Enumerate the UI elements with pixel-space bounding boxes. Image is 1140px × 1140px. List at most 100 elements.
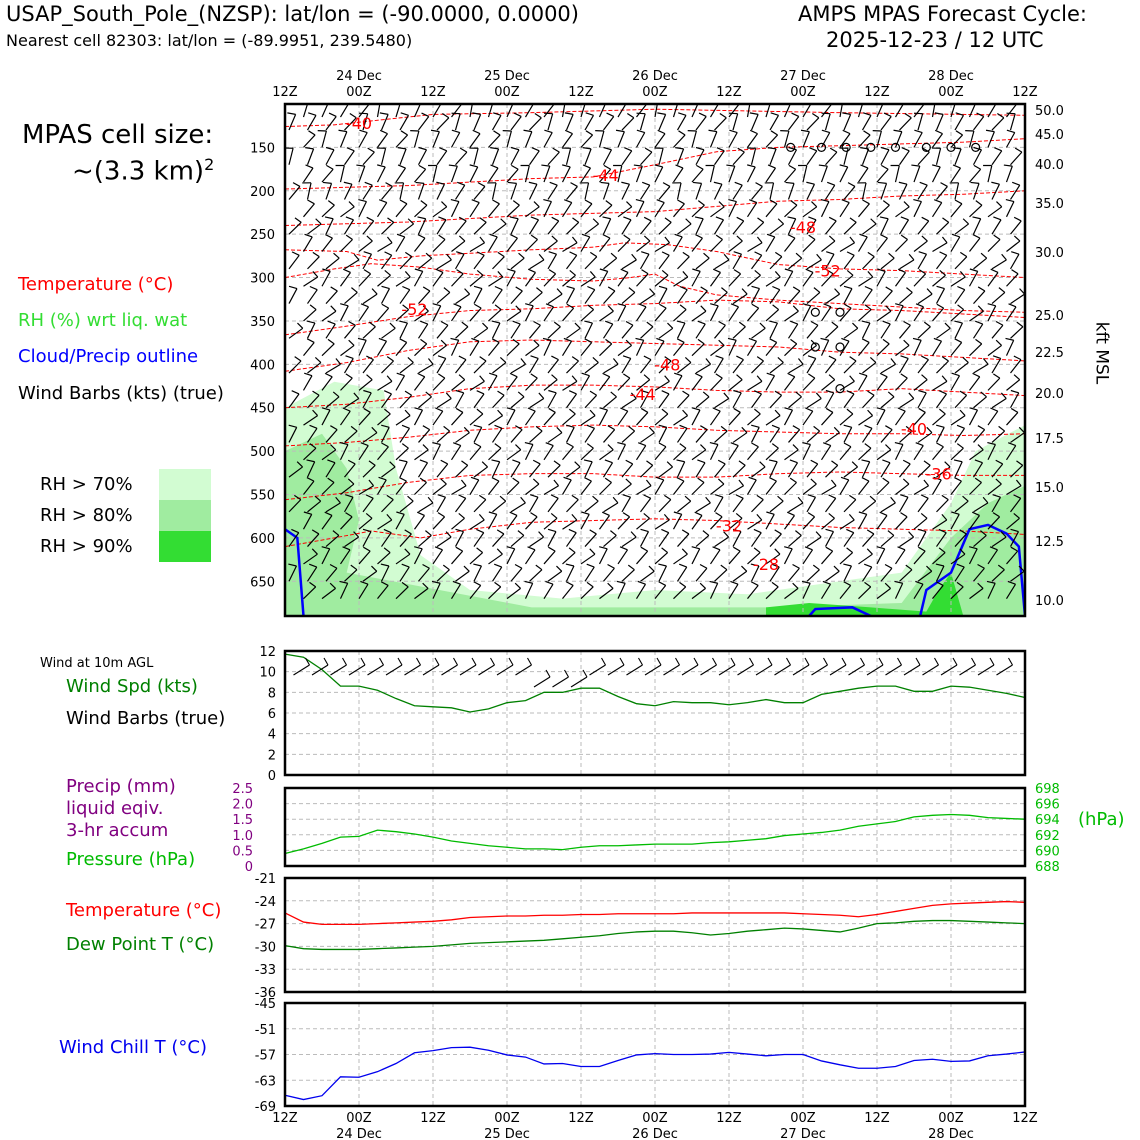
wind-barb-flag: [700, 305, 707, 312]
wind-barb-flag: [774, 390, 782, 396]
wind-barb-flag: [715, 512, 723, 518]
wind-barb: [344, 397, 360, 409]
wind-barb: [969, 376, 981, 391]
wind-barb: [566, 499, 579, 513]
wind-barb: [691, 310, 707, 322]
wind-barb-flag: [732, 528, 742, 533]
wind-barb: [954, 566, 965, 582]
wind-barb: [288, 148, 294, 165]
wind-barb: [303, 134, 316, 148]
wind-barb-flag: [396, 372, 405, 377]
wind-barb: [566, 393, 577, 409]
wind-barb-flag: [729, 129, 738, 134]
wind-barb: [506, 168, 519, 183]
wind-barb: [339, 131, 348, 148]
top-time-tick: 12Z: [716, 85, 742, 100]
wind-barb-flag: [556, 426, 563, 434]
wind-barb-flag: [287, 112, 296, 115]
swatch-rh90: [159, 531, 211, 562]
windchill-ytick: -63: [255, 1074, 276, 1089]
wind-barb: [677, 500, 692, 513]
nearest-cell: Nearest cell 82303: lat/lon = (-89.9951,…: [6, 31, 413, 50]
wind-barb-flag: [569, 408, 576, 415]
wind-barb-flag: [363, 269, 371, 275]
wind-barb-flag: [718, 320, 726, 326]
wind-barb-flag: [712, 268, 721, 274]
wind-barb: [913, 132, 923, 148]
wind10m-barb: [903, 664, 921, 676]
wind-barb: [599, 587, 614, 600]
tempdew-frame: [283, 876, 1027, 994]
wind-barb: [969, 449, 984, 461]
wind-barb: [380, 427, 390, 443]
wind-barb-flag: [592, 218, 599, 225]
wind-barb-flag: [655, 476, 664, 481]
wind-barb-flag: [756, 375, 763, 382]
wind-barb: [728, 132, 738, 148]
wind-barb-flag: [545, 303, 554, 308]
wind-barb: [691, 130, 697, 148]
wind-barb-flag: [771, 581, 779, 588]
wind-barb-flag: [350, 564, 358, 571]
wind-barb: [636, 379, 651, 391]
wind-barb-flag: [695, 146, 705, 151]
wind-barb-flag: [616, 580, 626, 584]
wind-barb-flag: [366, 374, 373, 381]
wind-barb-flag: [308, 130, 316, 136]
wind-barb-flag: [876, 407, 886, 411]
wind-barb: [639, 184, 651, 200]
wind-barb-flag: [876, 546, 885, 550]
wind-barb: [617, 206, 633, 218]
wind-barb: [436, 430, 451, 443]
wind-barb-flag: [488, 511, 497, 515]
wind-barb-flag: [533, 320, 541, 326]
pressure-tick: 300: [250, 272, 275, 287]
wind-barb: [858, 480, 870, 495]
wind-barb: [417, 183, 425, 200]
wind-barb-flag: [785, 181, 795, 184]
wind-barb-flag: [515, 286, 523, 292]
wind-barb-flag: [952, 164, 961, 169]
wind-barb-flag: [584, 477, 592, 482]
wind-barb: [635, 165, 643, 183]
wind-barb-flag: [859, 233, 868, 238]
wind-barb: [969, 482, 982, 495]
wind-barb-flag: [716, 147, 725, 152]
wind-barb: [765, 236, 776, 252]
wind-barb-flag: [900, 216, 909, 221]
top-date-tick: 24 Dec: [336, 69, 382, 84]
wind10m-barb: [792, 664, 810, 676]
wind-barb: [784, 515, 795, 530]
wind-barb-flag: [770, 112, 779, 116]
wind10m-barb-flag: [638, 657, 643, 666]
wind-barb-flag: [494, 424, 503, 429]
wind-barb-flag: [476, 251, 485, 256]
wind-barb: [991, 219, 1002, 235]
wind-barb: [1006, 273, 1019, 287]
wind-barb-flag: [399, 477, 407, 482]
wind-barb-flag: [506, 407, 516, 411]
wind-barb: [824, 113, 831, 131]
wind-barb: [525, 410, 536, 426]
wind-barb-flag: [712, 100, 720, 103]
wind-barb-flag: [628, 287, 636, 293]
wind-barb-flag: [985, 129, 995, 133]
wind-barb: [769, 182, 775, 200]
wind-barb-flag: [646, 460, 654, 466]
wind-barb: [547, 432, 563, 443]
wind-barb-flag: [849, 494, 857, 501]
wind-barb-flag: [401, 581, 409, 588]
pressure-axis-tick: 694: [1035, 813, 1060, 828]
wind-barb-flag: [436, 181, 445, 185]
calm-wind-circle: [866, 142, 876, 152]
wind-barb: [617, 549, 629, 565]
wind-barb-flag: [942, 217, 950, 223]
wind-barb: [969, 237, 981, 252]
wind-barb-flag: [509, 216, 519, 220]
wind-barb-flag: [601, 511, 610, 517]
wind-barb: [617, 444, 626, 461]
wind-barb-flag: [808, 234, 816, 240]
wind-barb-flag: [627, 113, 635, 119]
wind-barb: [876, 449, 892, 461]
wind-barb: [765, 553, 781, 565]
